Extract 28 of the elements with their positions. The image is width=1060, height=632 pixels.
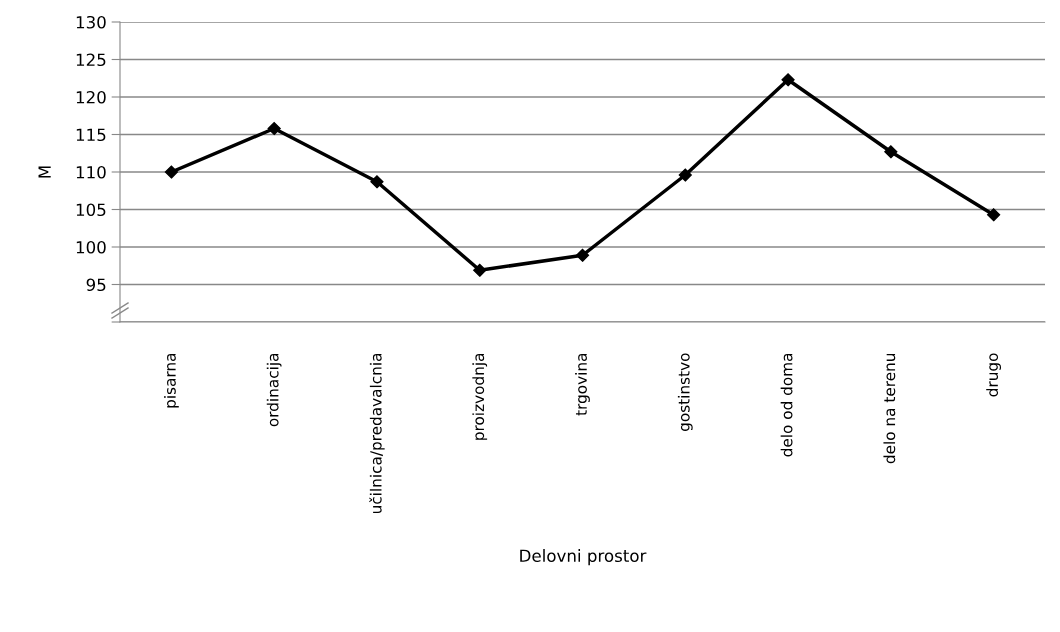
x-tick-label: učilnica/predavalcnia xyxy=(369,353,385,514)
point xyxy=(370,175,384,189)
y-tick-label: 125 xyxy=(76,53,106,67)
x-tick-label: gostinstvo xyxy=(677,353,693,431)
x-tick-label: proizvodnja xyxy=(472,353,488,440)
y-tick-label: 115 xyxy=(76,128,106,142)
point xyxy=(575,248,590,262)
point xyxy=(987,208,1001,222)
y-tick-label: 100 xyxy=(76,240,106,254)
x-tick-label: delo od doma xyxy=(780,353,793,457)
y-tick-label: 105 xyxy=(76,203,106,217)
y-tick-label: 110 xyxy=(76,165,106,179)
x-tick-label: drugo xyxy=(986,353,1001,397)
point xyxy=(164,165,178,179)
y-axis-title: M xyxy=(38,166,51,178)
point xyxy=(678,168,692,182)
x-axis-title: Delovni prostor xyxy=(520,549,647,566)
x-tick-label: pisarna xyxy=(164,353,179,408)
y-tick-label: 130 xyxy=(76,15,106,29)
point xyxy=(884,145,898,159)
y-tick-label: 120 xyxy=(76,90,106,104)
point xyxy=(781,73,795,87)
x-tick-label: ordinacija xyxy=(266,353,282,427)
x-tick-label: delo na terenu xyxy=(883,353,896,464)
x-tick-label: trgovina xyxy=(575,353,590,416)
point xyxy=(267,121,281,136)
y-tick-label: 95 xyxy=(86,278,106,292)
point xyxy=(473,263,487,277)
